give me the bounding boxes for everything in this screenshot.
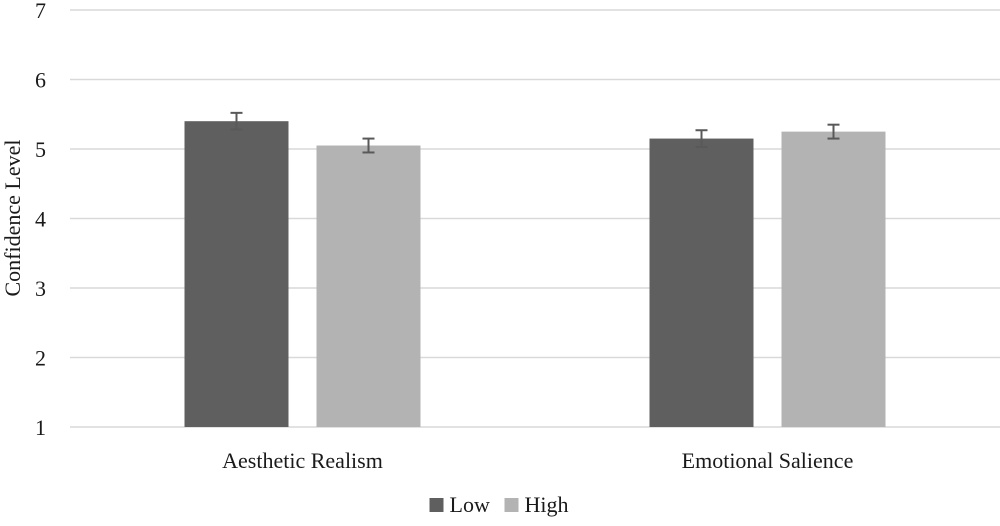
y-axis-ticks: 1 2 3 4 5 6 7 — [35, 0, 46, 440]
error-bar — [230, 111, 243, 131]
y-tick-label: 7 — [35, 0, 46, 23]
bars — [184, 121, 886, 427]
y-tick-label: 5 — [35, 137, 46, 162]
bar-high — [781, 131, 886, 427]
y-tick-label: 4 — [35, 207, 46, 232]
error-bars — [230, 111, 840, 154]
legend-label: Low — [450, 492, 490, 517]
error-bar — [362, 137, 375, 154]
bar-high — [316, 145, 421, 427]
x-category-label: Emotional Salience — [682, 448, 854, 473]
legend-swatch — [504, 498, 519, 512]
bar-low — [184, 121, 289, 427]
y-tick-label: 6 — [35, 68, 46, 93]
x-category-label: Aesthetic Realism — [222, 448, 383, 473]
error-bar — [827, 123, 840, 140]
legend-label: High — [525, 492, 569, 517]
bar-low — [649, 138, 754, 427]
legend: Low High — [429, 492, 569, 517]
y-axis-title: Confidence Level — [0, 140, 25, 297]
legend-swatch — [429, 498, 444, 512]
y-tick-label: 2 — [35, 346, 46, 371]
x-axis-categories: Aesthetic Realism Emotional Salience — [222, 448, 853, 473]
error-bar — [695, 129, 708, 148]
legend-item-low: Low — [429, 492, 490, 517]
y-tick-label: 3 — [35, 276, 46, 301]
legend-item-high: High — [504, 492, 569, 517]
y-tick-label: 1 — [35, 415, 46, 440]
